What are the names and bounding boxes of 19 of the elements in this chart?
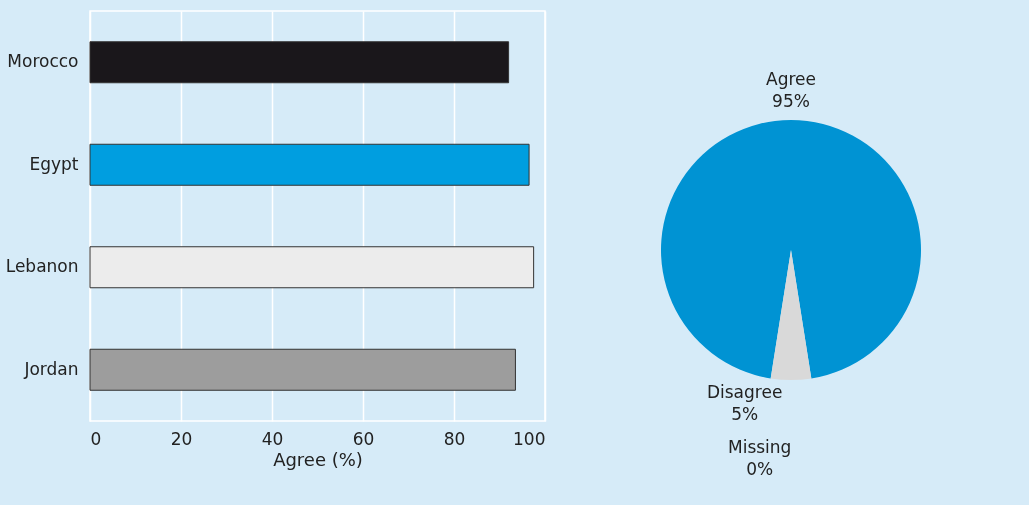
- data-label: 5%: [731, 403, 759, 424]
- pie-slice: [770, 250, 812, 380]
- x-tick-label: 100: [513, 428, 546, 449]
- category-label: Missing: [728, 436, 792, 457]
- x-tick-label: 0: [90, 428, 102, 449]
- y-tick-label: Morocco: [7, 51, 79, 72]
- slice-label: Agree: [766, 69, 816, 89]
- x-tick-label: 20: [170, 428, 193, 449]
- text: 0%: [746, 458, 774, 479]
- x-tick-label: 40: [261, 428, 284, 449]
- slice-label: Disagree: [706, 381, 783, 402]
- x-axis-title: Agree (%): [273, 448, 363, 470]
- y-tick-label: Jordan: [23, 358, 79, 379]
- y-tick-label: Lebanon: [5, 256, 79, 277]
- y-tick-label: Egypt: [29, 153, 79, 174]
- x-tick-label: 80: [443, 428, 466, 449]
- data-label: 95%: [772, 91, 810, 111]
- x-tick-label: 60: [352, 428, 375, 449]
- pie-slice: [661, 120, 921, 379]
